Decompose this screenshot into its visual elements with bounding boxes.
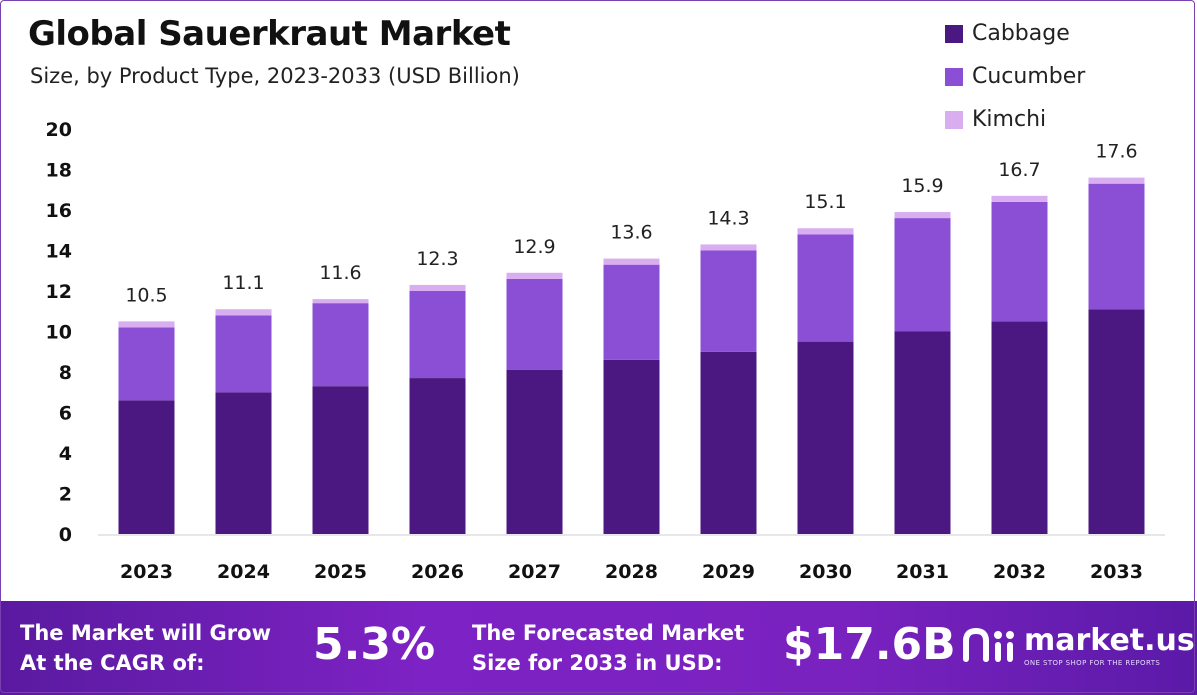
bar-segment-cucumber — [991, 201, 1048, 322]
x-tick-label: 2023 — [120, 561, 173, 583]
bar-segment-cucumber — [506, 278, 563, 370]
stacked-bar-chart: 0 2 4 6 8 10 12 14 16 18 20 10.5 2023 11.1 2024 11.6 202… — [46, 119, 1165, 583]
x-tick-label: 2025 — [314, 561, 367, 583]
legend-label-kimchi: Kimchi — [972, 107, 1047, 132]
bar-segment-cucumber — [1088, 183, 1145, 310]
bar-segment-cabbage — [1088, 309, 1145, 534]
bar-segment-cabbage — [797, 341, 854, 534]
y-tick-label: 18 — [46, 160, 72, 182]
x-tick-label: 2032 — [993, 561, 1046, 583]
legend-item-cucumber: Cucumber — [945, 55, 1085, 98]
data-label-total: 16.7 — [998, 159, 1040, 181]
bar-segment-kimchi — [506, 272, 563, 279]
data-label-total: 15.1 — [804, 191, 846, 213]
chart-title: Global Sauerkraut Market — [28, 14, 511, 54]
x-tick-label: 2033 — [1090, 561, 1143, 583]
data-label-total: 11.6 — [319, 262, 361, 284]
x-tick-label: 2029 — [702, 561, 755, 583]
x-tick-label: 2028 — [605, 561, 658, 583]
bar-segment-kimchi — [409, 284, 466, 291]
legend-item-kimchi: Kimchi — [945, 98, 1085, 141]
cagr-value: 5.3% — [313, 619, 436, 670]
x-tick-label: 2027 — [508, 561, 561, 583]
legend-label-cucumber: Cucumber — [972, 64, 1086, 89]
bar-segment-cucumber — [118, 327, 175, 401]
forecast-label-line2: Size for 2033 in USD: — [472, 651, 723, 675]
bar-segment-cabbage — [506, 369, 563, 534]
data-label-total: 12.3 — [416, 248, 458, 270]
bar-segment-cabbage — [312, 386, 369, 534]
x-tick-label: 2030 — [799, 561, 852, 583]
bar-segment-kimchi — [215, 309, 272, 316]
brand-tagline: ONE STOP SHOP FOR THE REPORTS — [1024, 659, 1161, 667]
legend: Cabbage Cucumber Kimchi — [945, 12, 1085, 141]
bar-segment-cucumber — [894, 218, 951, 332]
chart-subtitle: Size, by Product Type, 2023-2033 (USD Bi… — [30, 64, 520, 88]
y-tick-label: 10 — [46, 322, 72, 344]
cagr-label-line1: The Market will Grow — [20, 621, 271, 645]
data-label-total: 10.5 — [125, 284, 167, 306]
bar-segment-kimchi — [312, 299, 369, 304]
bar-segment-kimchi — [700, 244, 757, 251]
data-label-total: 14.3 — [707, 207, 749, 229]
bar-segment-kimchi — [118, 321, 175, 328]
brand-logo: market.us ONE STOP SHOP FOR THE REPORTS — [962, 623, 1195, 667]
bar-segment-cabbage — [118, 400, 175, 534]
bar-segment-cabbage — [894, 331, 951, 534]
bar-segment-cucumber — [312, 303, 369, 387]
bar-segment-cabbage — [215, 392, 272, 534]
bar-segment-cabbage — [700, 351, 757, 534]
y-tick-label: 12 — [46, 281, 72, 303]
data-label-total: 13.6 — [610, 222, 652, 244]
x-tick-label: 2024 — [217, 561, 270, 583]
y-tick-label: 4 — [59, 443, 72, 465]
data-label-total: 17.6 — [1095, 141, 1137, 163]
y-tick-label: 16 — [46, 200, 72, 222]
forecast-label-line1: The Forecasted Market — [472, 621, 745, 645]
cagr-label: The Market will Grow At the CAGR of: — [20, 618, 271, 678]
bar-segment-kimchi — [797, 228, 854, 235]
y-tick-label: 14 — [46, 241, 72, 263]
x-tick-label: 2026 — [411, 561, 464, 583]
legend-item-cabbage: Cabbage — [945, 12, 1085, 55]
bar-segment-cucumber — [797, 234, 854, 342]
y-tick-label: 0 — [59, 524, 72, 546]
y-tick-label: 6 — [59, 403, 72, 425]
legend-swatch-cucumber — [945, 67, 963, 86]
bar-segment-kimchi — [1088, 177, 1145, 184]
brand-text: market.us ONE STOP SHOP FOR THE REPORTS — [1024, 623, 1195, 667]
forecast-label: The Forecasted Market Size for 2033 in U… — [472, 618, 744, 678]
bar-segment-cabbage — [603, 359, 660, 534]
x-tick-label: 2031 — [896, 561, 949, 583]
forecast-value: $17.6B — [783, 619, 956, 670]
data-label-total: 15.9 — [901, 175, 943, 197]
legend-swatch-kimchi — [945, 110, 963, 129]
bar-segment-cucumber — [215, 315, 272, 393]
brand-name: market.us — [1024, 623, 1195, 658]
footer-banner: The Market will Grow At the CAGR of: 5.3… — [0, 601, 1197, 695]
y-tick-label: 8 — [59, 362, 72, 384]
market-us-logo-icon — [963, 627, 1014, 662]
y-tick-label: 2 — [59, 484, 72, 506]
bar-segment-kimchi — [894, 212, 951, 219]
legend-label-cabbage: Cabbage — [972, 21, 1070, 46]
bar-segment-kimchi — [991, 195, 1048, 202]
data-label-total: 11.1 — [222, 272, 264, 294]
data-label-total: 12.9 — [513, 236, 555, 258]
bar-segment-kimchi — [603, 258, 660, 265]
bar-segment-cabbage — [409, 378, 466, 534]
bar-segment-cabbage — [991, 321, 1048, 534]
bar-segment-cucumber — [700, 250, 757, 352]
y-tick-label: 20 — [46, 119, 72, 141]
cagr-label-line2: At the CAGR of: — [20, 651, 205, 675]
bar-segment-cucumber — [409, 291, 466, 379]
bar-segment-cucumber — [603, 264, 660, 360]
legend-swatch-cabbage — [945, 24, 963, 43]
